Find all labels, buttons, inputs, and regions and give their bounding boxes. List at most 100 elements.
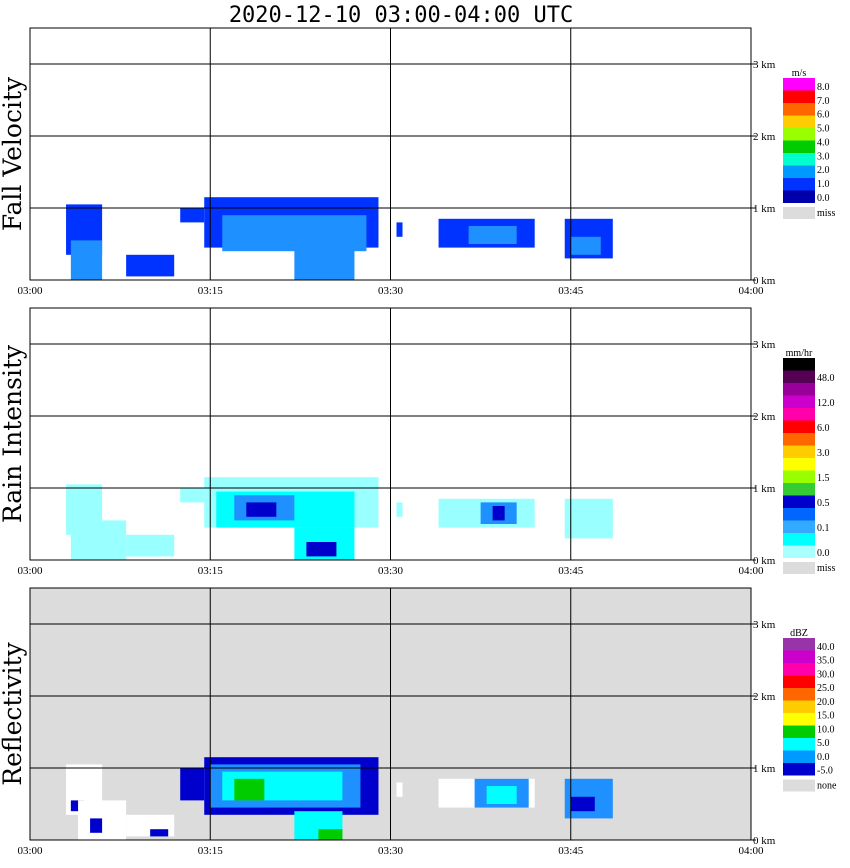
data-cell [70,800,85,812]
x-tick-label: 03:00 [17,565,43,577]
x-tick-label: 03:30 [378,285,404,297]
data-cell [150,829,169,837]
colorbar-label: 15.0 [817,711,835,722]
data-cell [570,236,601,255]
colorbar-segment [783,178,815,191]
data-cell [396,502,403,517]
data-cell [468,226,517,244]
data-cell [306,542,337,557]
x-tick-label: 03:45 [558,565,584,577]
colorbar-label: 5.0 [817,124,830,135]
x-tick-label: 03:15 [198,285,224,297]
panel-fall-velocity: 0 km 1 km 2 km 3 km 03:00 03:15 03:30 03:45 04:0… [0,27,835,297]
colorbar-segment [783,90,815,103]
colorbar-segment [783,370,815,383]
y-tick-label: 3 km [753,339,776,351]
colorbar-label: 35.0 [817,656,835,667]
panel-rain-intensity: 0 km 1 km 2 km 3 km 03:00 03:15 03:30 03:45 04:0… [0,307,835,577]
data-cell [570,796,595,812]
x-tick-label: 03:45 [558,845,584,857]
colorbar-segment [783,495,815,508]
colorbar-label: 3.0 [817,151,830,162]
y-tick-label: 1 km [753,203,776,215]
plot-frame [29,27,752,281]
y-tick-label: 3 km [753,59,776,71]
panels: 0 km 1 km 2 km 3 km 03:00 03:15 03:30 03:45 04:0… [0,27,837,857]
plot-frame [29,587,752,841]
data-cell [396,782,403,797]
data-cell [126,254,175,277]
colorbar-missing-label: none [817,781,837,792]
colorbar-label: 0.1 [817,523,830,534]
colorbar-segment [783,190,815,203]
colorbar-segment [783,545,815,558]
colorbar-segment [783,638,815,651]
colorbar-label: 48.0 [817,373,835,384]
colorbar-label: 8.0 [817,82,830,93]
colorbar-label: 2.0 [817,165,830,176]
colorbar-segment [783,675,815,688]
data-cell [180,768,205,801]
colorbar-segment [783,358,815,371]
colorbar-label: 3.0 [817,448,830,459]
colorbar-label: 0.0 [817,193,830,204]
data-cell [180,488,205,503]
colorbar-segment [783,483,815,496]
data-cell [294,247,355,280]
colorbar-segment [783,165,815,178]
y-tick-label: 1 km [753,483,776,495]
y-tick-label: 2 km [753,411,776,423]
x-tick-label: 04:00 [738,845,764,857]
data-cell [234,778,265,801]
data-cell [396,222,403,237]
colorbar-segment [783,458,815,471]
colorbar-label: 0.5 [817,498,830,509]
colorbar-label: 30.0 [817,669,835,680]
colorbar-label: 7.0 [817,96,830,107]
panel-reflectivity: 0 km 1 km 2 km 3 km 03:00 03:15 03:30 03:45 04:0… [0,587,837,857]
data-cell [90,818,103,833]
data-cell [246,502,277,517]
x-tick-label: 03:30 [378,845,404,857]
plot-frame [29,307,752,561]
x-tick-label: 03:00 [17,285,43,297]
colorbar-missing-swatch [783,779,815,792]
colorbar-label: 25.0 [817,683,835,694]
data-cell [564,498,613,539]
colorbar-missing-label: miss [817,208,835,219]
colorbar-segment [783,713,815,726]
colorbar: dBZ 40.0 35.0 30.0 25.0 20.0 15.0 10.0 5.0 0.0 -5.… [783,628,837,792]
colorbar-segment [783,688,815,701]
data-cell [126,534,175,557]
data-cell [486,786,517,804]
y-tick-label: 2 km [753,131,776,143]
colorbar-label: 10.0 [817,724,835,735]
colorbar-label: 1.5 [817,473,830,484]
panel-ylabel: Reflectivity [0,641,27,785]
colorbar-segment [783,520,815,533]
x-tick-label: 04:00 [738,285,764,297]
data-cell [222,215,367,252]
x-tick-label: 03:15 [198,565,224,577]
colorbar-segment [783,103,815,116]
panel-ylabel: Fall Velocity [0,76,27,231]
colorbar-segment [783,433,815,446]
colorbar-label: 20.0 [817,697,835,708]
colorbar-label: 5.0 [817,738,830,749]
x-tick-label: 03:30 [378,565,404,577]
colorbar-segment [783,763,815,776]
colorbar: m/s 8.0 7.0 6.0 5.0 4.0 3.0 2.0 1.0 0.0 miss [783,68,835,219]
colorbar-segment [783,663,815,676]
colorbar-segment [783,750,815,763]
x-tick-label: 03:15 [198,845,224,857]
colorbar-label: 6.0 [817,110,830,121]
colorbar-segment [783,725,815,738]
colorbar-segment [783,383,815,396]
colorbar-segment [783,470,815,483]
colorbar-segment [783,395,815,408]
colorbar-missing-label: miss [817,563,835,574]
panel-ylabel: Rain Intensity [0,344,27,523]
colorbar-label: 40.0 [817,642,835,653]
colorbar-segment [783,78,815,91]
x-tick-label: 03:00 [17,845,43,857]
